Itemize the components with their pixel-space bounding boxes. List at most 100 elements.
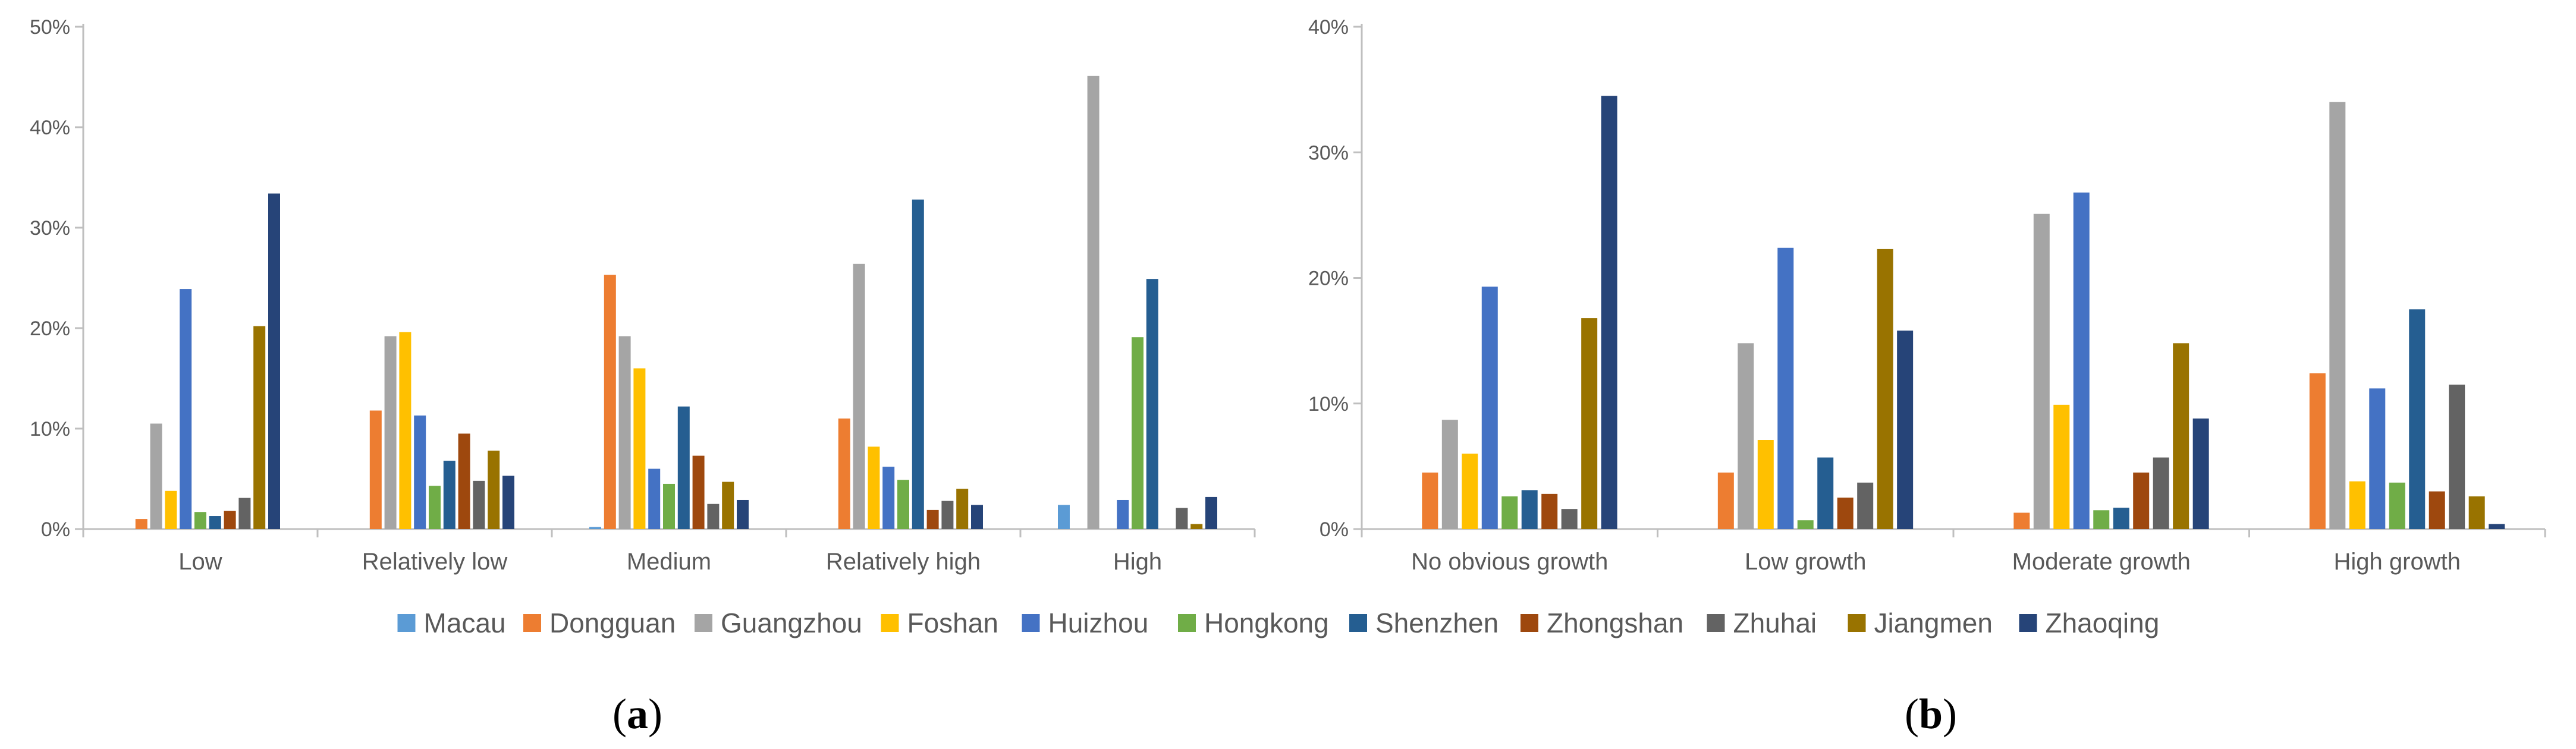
- bar-zhongshan-moderate-growth: [2133, 472, 2150, 529]
- bar-huizhou-moderate-growth: [2073, 192, 2090, 530]
- bar-foshan-high-growth: [2349, 481, 2365, 529]
- y-tick-label: 40%: [30, 117, 70, 139]
- bar-macau-high: [1058, 505, 1070, 529]
- bar-shenzhen-relatively-low: [443, 461, 455, 529]
- bar-shenzhen-moderate-growth: [2113, 508, 2129, 529]
- bar-zhaoqing-relatively-high: [971, 505, 983, 529]
- legend-swatch: [695, 614, 712, 632]
- legend-label: Foshan: [907, 608, 998, 638]
- y-tick-label: 50%: [30, 16, 70, 39]
- bar-shenzhen-high: [1146, 279, 1158, 529]
- bar-zhaoqing-low: [268, 193, 280, 529]
- bar-jiangmen-low-growth: [1877, 248, 1893, 529]
- bar-dongguan-low-growth: [1717, 472, 1734, 529]
- legend-item-shenzhen: Shenzhen: [1349, 608, 1499, 638]
- bar-guangzhou-moderate-growth: [2033, 213, 2050, 529]
- legend-item-zhuhai: Zhuhai: [1707, 608, 1817, 638]
- bar-zhuhai-low-growth: [1857, 482, 1874, 529]
- y-tick-label: 30%: [30, 217, 70, 240]
- legend-item-dongguan: Dongguan: [523, 608, 676, 638]
- legend-label: Guangzhou: [721, 608, 862, 638]
- legend-swatch: [2019, 614, 2037, 632]
- bar-huizhou-high: [1117, 499, 1129, 529]
- legend-item-zhaoqing: Zhaoqing: [2019, 608, 2159, 638]
- bar-zhongshan-low: [224, 511, 236, 529]
- bar-jiangmen-no-obvious-growth: [1581, 318, 1598, 529]
- bar-jiangmen-relatively-low: [488, 451, 500, 529]
- bar-dongguan-relatively-high: [838, 418, 850, 529]
- legend-item-zhongshan: Zhongshan: [1521, 608, 1683, 638]
- y-tick-label: 20%: [30, 317, 70, 340]
- y-tick-label: 10%: [30, 418, 70, 440]
- bar-zhongshan-relatively-high: [926, 509, 939, 529]
- bar-shenzhen-medium: [677, 406, 690, 529]
- bar-guangzhou-relatively-high: [853, 263, 865, 529]
- bar-huizhou-high-growth: [2369, 388, 2386, 529]
- legend-label: Zhuhai: [1733, 608, 1817, 638]
- bar-dongguan-relatively-low: [369, 410, 382, 529]
- legend-swatch: [1178, 614, 1196, 632]
- x-tick-label: Low growth: [1745, 549, 1867, 575]
- bar-jiangmen-moderate-growth: [2173, 343, 2189, 529]
- svg-text:): ): [648, 690, 662, 738]
- bar-guangzhou-low: [150, 423, 162, 529]
- bar-dongguan-low: [135, 519, 147, 529]
- legend-label: Jiangmen: [1874, 608, 1993, 638]
- panel-label-a-text: a: [627, 690, 648, 738]
- bar-dongguan-moderate-growth: [2013, 512, 2030, 529]
- bar-jiangmen-relatively-high: [956, 489, 969, 529]
- legend-item-guangzhou: Guangzhou: [695, 608, 862, 638]
- bar-zhongshan-medium: [692, 455, 705, 529]
- bar-guangzhou-low-growth: [1738, 343, 1754, 529]
- bar-zhongshan-high-growth: [2429, 491, 2445, 529]
- legend-label: Zhongshan: [1547, 608, 1683, 638]
- bar-huizhou-no-obvious-growth: [1481, 287, 1498, 529]
- bar-zhuhai-high: [1176, 508, 1188, 529]
- legend-swatch: [523, 614, 541, 632]
- legend-item-jiangmen: Jiangmen: [1848, 608, 1993, 638]
- legend-swatch: [397, 614, 416, 632]
- bar-huizhou-relatively-low: [414, 416, 426, 529]
- bar-hongkong-moderate-growth: [2093, 510, 2110, 529]
- bar-zhuhai-high-growth: [2449, 385, 2465, 529]
- bar-hongkong-low: [194, 512, 206, 529]
- bar-foshan-low: [165, 490, 177, 529]
- x-tick-label: Medium: [627, 549, 711, 575]
- bar-zhaoqing-medium: [737, 499, 749, 529]
- bar-zhaoqing-moderate-growth: [2192, 418, 2209, 529]
- bar-foshan-no-obvious-growth: [1462, 454, 1478, 529]
- panel-label-b-text: b: [1919, 690, 1943, 738]
- bar-hongkong-low-growth: [1797, 520, 1814, 529]
- bar-zhuhai-relatively-low: [473, 480, 485, 529]
- bar-hongkong-high-growth: [2389, 482, 2405, 529]
- bar-zhaoqing-low-growth: [1897, 331, 1914, 529]
- bar-jiangmen-medium: [722, 482, 734, 529]
- legend-swatch: [1521, 614, 1538, 632]
- x-tick-label: Relatively low: [362, 549, 508, 575]
- bar-foshan-low-growth: [1757, 440, 1774, 529]
- chart-a: 0% 10% 20% 30% 40% 50% Low Relatively low Medium…: [30, 16, 1256, 575]
- legend-item-huizhou: Huizhou: [1022, 608, 1149, 638]
- y-tick-label: 40%: [1308, 16, 1349, 39]
- x-tick-label: High: [1113, 549, 1162, 575]
- bar-zhaoqing-high: [1205, 496, 1217, 529]
- svg-text:(: (: [1905, 690, 1919, 738]
- bar-huizhou-low-growth: [1777, 247, 1794, 529]
- x-tick-label: Moderate growth: [2012, 549, 2191, 575]
- bar-macau-medium: [589, 527, 601, 529]
- bar-hongkong-medium: [663, 483, 675, 529]
- bar-zhongshan-no-obvious-growth: [1541, 493, 1558, 529]
- panel-label-a: ( a ): [612, 690, 662, 738]
- bar-shenzhen-low-growth: [1817, 457, 1834, 529]
- legend-swatch: [1022, 614, 1040, 632]
- bar-foshan-medium: [633, 368, 646, 529]
- bar-dongguan-high-growth: [2309, 373, 2326, 529]
- legend-swatch: [881, 614, 899, 632]
- bar-hongkong-no-obvious-growth: [1501, 496, 1518, 529]
- bar-zhaoqing-high-growth: [2489, 524, 2505, 529]
- bar-guangzhou-medium: [618, 336, 631, 529]
- bar-guangzhou-high: [1087, 75, 1099, 529]
- bar-jiangmen-low: [253, 326, 266, 529]
- legend-label: Huizhou: [1048, 608, 1149, 638]
